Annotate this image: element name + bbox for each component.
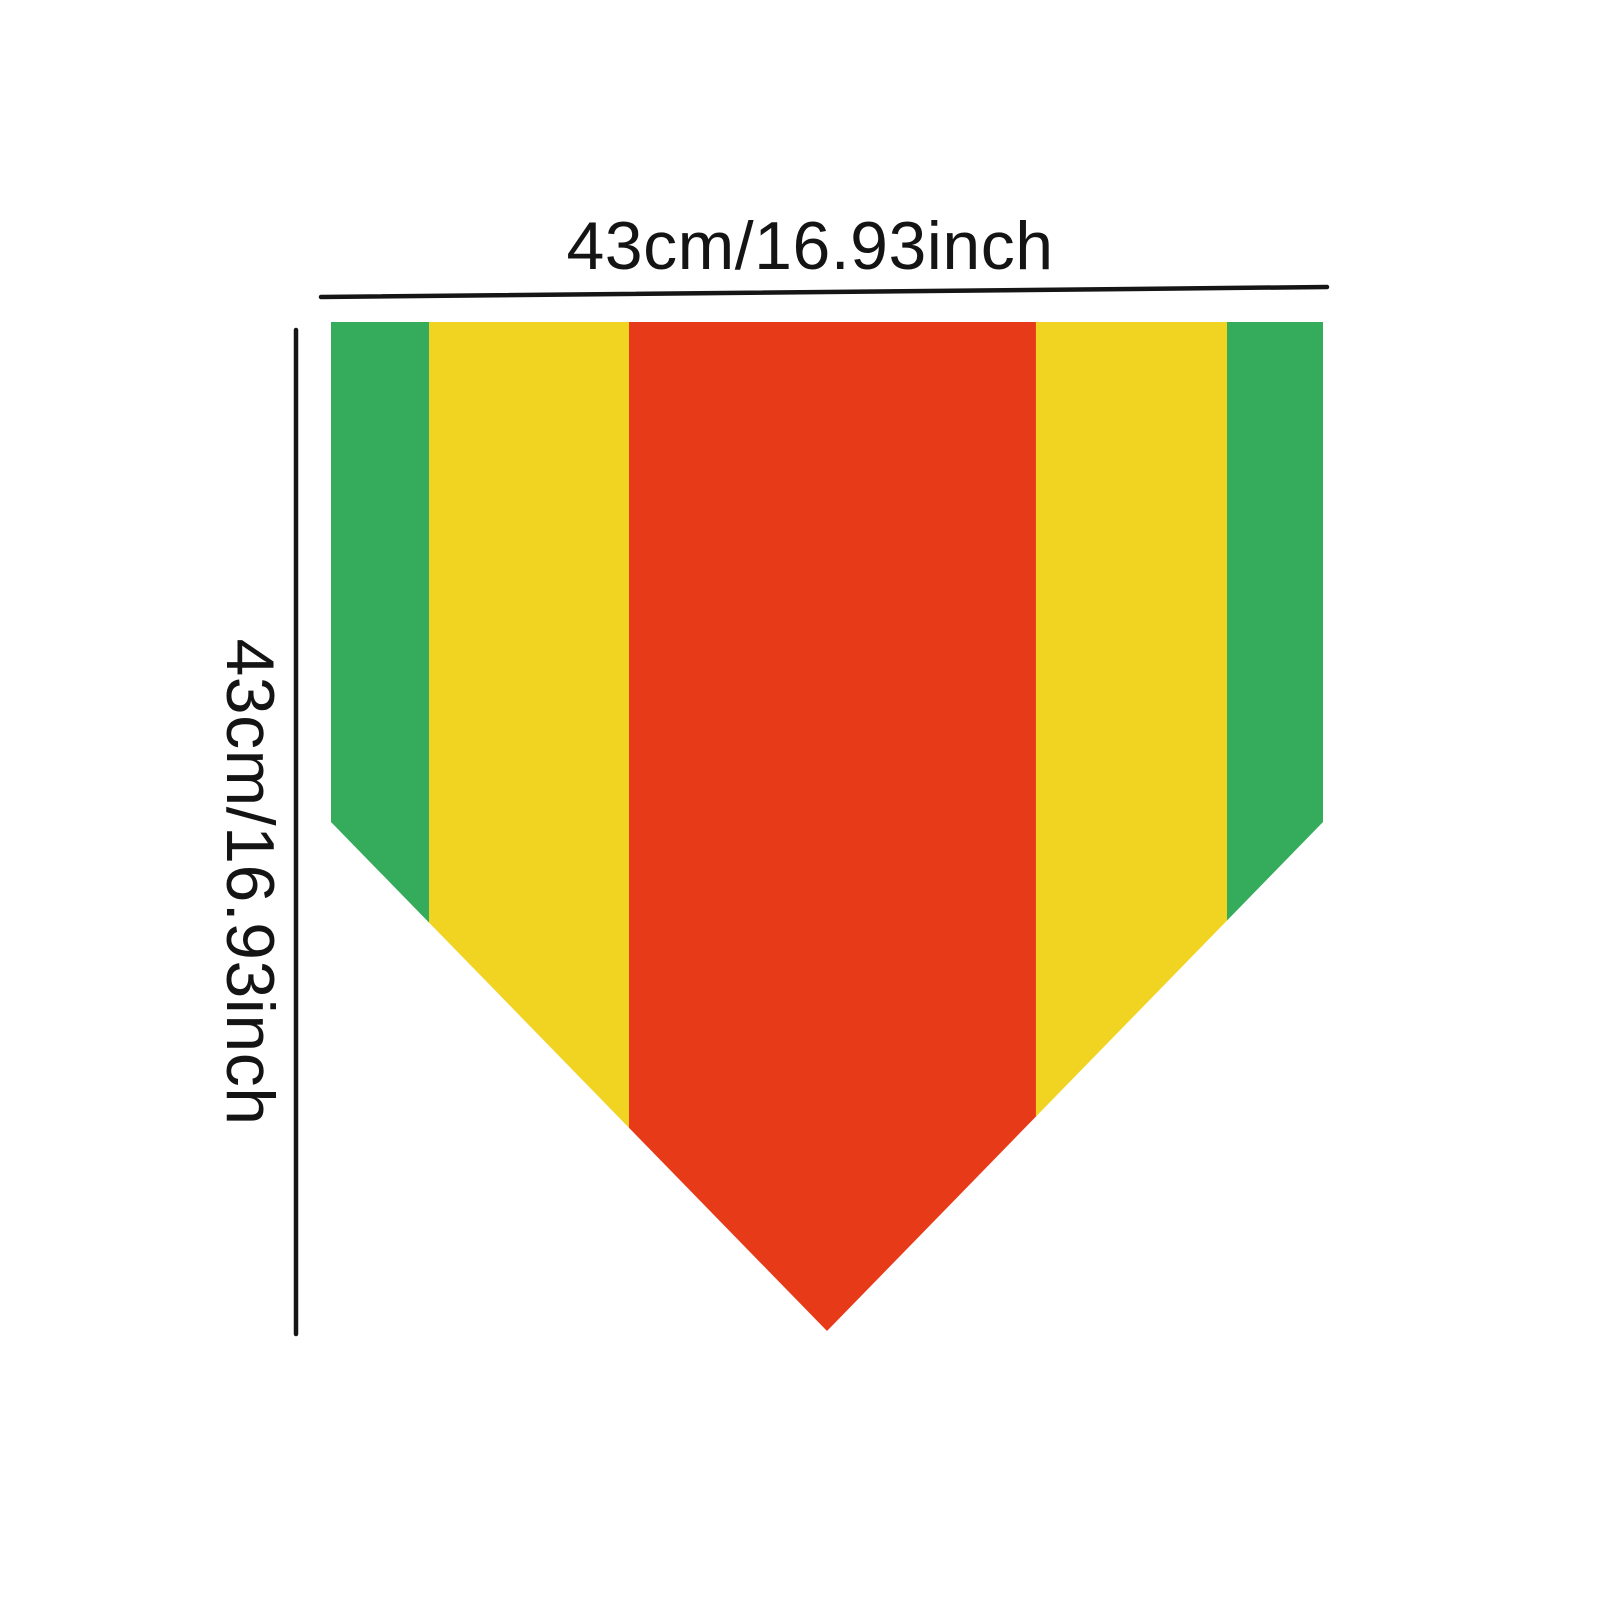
height-dimension-label: 43cm/16.93inch	[212, 638, 288, 1126]
flag-stripe-red	[629, 322, 1037, 1331]
flag-stripe-yellow	[1035, 322, 1228, 1331]
flag-stripe-green	[331, 322, 430, 1331]
pennant-flag	[331, 322, 1323, 1331]
flag-stripe-green	[1227, 322, 1323, 1331]
flag-stripe-yellow	[429, 322, 630, 1331]
width-dimension-line	[318, 284, 1330, 300]
width-dimension-label: 43cm/16.93inch	[566, 208, 1054, 284]
